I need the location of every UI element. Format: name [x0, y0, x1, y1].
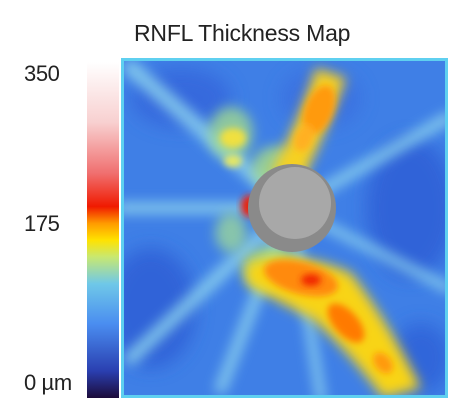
optic-disc-inner [259, 167, 331, 239]
colorbar-tick-mid: 175 [24, 211, 60, 236]
colorbar [87, 62, 119, 398]
map-border [121, 58, 448, 398]
rnfl-thickness-map [121, 58, 448, 398]
colorbar-tick-max: 350 [24, 61, 60, 86]
chart-title: RNFL Thickness Map [134, 20, 351, 46]
colorbar-gradient [87, 62, 119, 398]
colorbar-tick-min: 0 µm [24, 370, 72, 395]
